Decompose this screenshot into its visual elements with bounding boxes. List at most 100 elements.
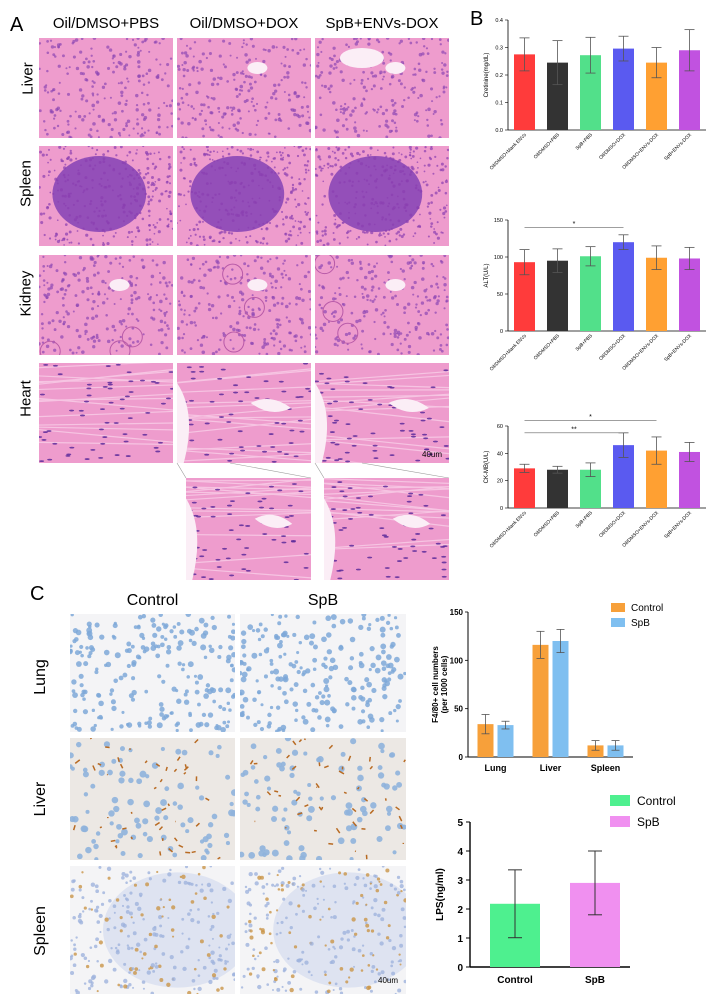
y-tick-label: 50	[497, 292, 503, 298]
x-tick-label: Oil/DMSO+blank ENVs	[489, 333, 529, 373]
legend-label: SpB	[637, 815, 660, 829]
bar	[613, 48, 634, 130]
scale-bar-label-c: 40um	[378, 976, 399, 985]
scale-bar-label-a: 40um	[422, 450, 443, 459]
x-tick-label: Lung	[485, 763, 507, 773]
ihc-image-spleen-control	[70, 866, 235, 994]
y-tick-label: 0	[457, 963, 463, 974]
bar	[552, 641, 569, 757]
significance-label: *	[573, 221, 576, 228]
y-tick-label: 0	[459, 753, 464, 762]
he-zoom-heart-spb	[324, 478, 449, 580]
bar	[547, 469, 568, 508]
he-image-spleen-dox	[177, 146, 311, 246]
f480-chart: 0 50 100 150 F4/80+ cell numbers (per 1000 ce…	[431, 603, 663, 773]
he-image-heart-pbs	[39, 363, 173, 463]
he-image-liver-dox	[177, 38, 311, 138]
legend-swatch	[611, 603, 625, 612]
ihc-image-liver-spb	[240, 738, 406, 860]
bar	[514, 468, 535, 508]
y-axis-label: F4/80+ cell numbers	[431, 646, 440, 723]
y-axis-label: LPS(ng/ml)	[435, 868, 446, 921]
row-label-lung: Lung	[32, 659, 49, 695]
ihc-image-lung-spb	[240, 614, 406, 732]
bar	[514, 54, 535, 130]
significance-label: *	[589, 414, 592, 421]
ihc-image-spleen-spb	[240, 866, 406, 994]
x-tick-label: SpB+ENVs-DOX	[663, 333, 693, 363]
bar	[580, 469, 601, 508]
x-tick-label: Oil/DMSO+DOX	[598, 510, 627, 539]
y-tick-label: 0	[500, 329, 503, 335]
y-tick-label: 0.3	[495, 46, 503, 52]
bar	[646, 450, 667, 508]
bar	[646, 62, 667, 130]
bar	[532, 644, 549, 757]
row-label-liver-c: Liver	[32, 781, 49, 817]
panel-letter-a: A	[10, 14, 24, 36]
y-tick-label: 2	[457, 905, 463, 916]
y-tick-label: 150	[450, 608, 464, 617]
bar	[587, 745, 604, 757]
column-heading-oil-dmso-pbs: Oil/DMSO+PBS	[52, 15, 160, 32]
column-heading-oil-dmso-dox: Oil/DMSO+DOX	[189, 15, 299, 32]
y-tick-label: 1	[457, 934, 463, 945]
y-axis-label: CK-MB(U/L)	[484, 451, 490, 484]
creatinine-chart: 0.0 0.1 0.2 0.3 0.4 Cretinine(mg/dL) Oil/DMSO+…	[484, 18, 706, 172]
x-tick-label: SpB+PBS	[574, 132, 593, 151]
bar	[679, 451, 700, 508]
he-image-kidney-spb	[315, 255, 449, 355]
he-image-kidney-dox	[177, 255, 311, 355]
x-tick-label: Oil/DMSO+PBS	[533, 333, 561, 361]
x-tick-label: Oil/DMSO+blank ENVs	[489, 132, 529, 172]
he-image-liver-spb	[315, 38, 449, 138]
panel-letter-b: B	[470, 8, 484, 30]
y-tick-label: 0.4	[495, 18, 503, 24]
bar	[613, 445, 634, 508]
y-tick-label: 0.0	[495, 128, 503, 134]
bar	[613, 242, 634, 331]
legend-swatch	[610, 816, 630, 827]
x-tick-label: Oil/DMSO+ENVs-DOX	[621, 333, 660, 372]
x-tick-label: Oil/DMSO+ENVs-DOX	[621, 510, 660, 549]
x-tick-label: SpB+PBS	[574, 333, 593, 352]
he-image-spleen-spb	[315, 146, 449, 246]
column-heading-control: Control	[126, 592, 179, 609]
x-tick-label: SpB+ENVs-DOX	[663, 510, 693, 540]
x-tick-label: Liver	[540, 763, 562, 773]
x-tick-label: SpB	[585, 975, 605, 986]
he-zoom-heart-dox	[186, 478, 311, 580]
he-image-heart-spb	[315, 363, 449, 463]
bar	[580, 256, 601, 331]
x-tick-label: Oil/DMSO+DOX	[598, 333, 627, 362]
y-tick-label: 0.2	[495, 73, 503, 79]
bar	[547, 260, 568, 331]
zoom-connectors	[176, 462, 450, 479]
bar	[580, 55, 601, 131]
bar	[679, 50, 700, 130]
y-tick-label: 4	[457, 847, 463, 858]
legend-label: SpB	[631, 618, 650, 629]
significance-label: **	[571, 426, 577, 433]
he-image-kidney-pbs	[39, 255, 173, 355]
x-tick-label: Oil/DMSO+PBS	[533, 132, 561, 160]
legend-label: Control	[631, 603, 663, 614]
lps-chart: 0 1 2 3 4 5 LPS(ng/ml) Control SpB Control SpB	[435, 794, 676, 986]
x-tick-label: Oil/DMSO+ENVs-DOX	[621, 132, 660, 171]
column-heading-spb-envs-dox: SpB+ENVs-DOX	[325, 15, 439, 32]
bar	[646, 257, 667, 331]
x-tick-label: Oil/DMSO+blank ENVs	[489, 510, 529, 550]
y-tick-label: 60	[497, 424, 503, 430]
y-axis-label: Cretinine(mg/dL)	[484, 53, 490, 98]
legend-swatch	[611, 618, 625, 627]
row-label-spleen-c: Spleen	[32, 906, 49, 956]
he-image-spleen-pbs	[39, 146, 173, 246]
x-tick-label: Control	[497, 975, 533, 986]
panel-letter-c: C	[30, 583, 45, 605]
y-tick-label: 0.1	[495, 101, 503, 107]
bar	[477, 724, 494, 757]
y-tick-label: 100	[450, 656, 464, 665]
